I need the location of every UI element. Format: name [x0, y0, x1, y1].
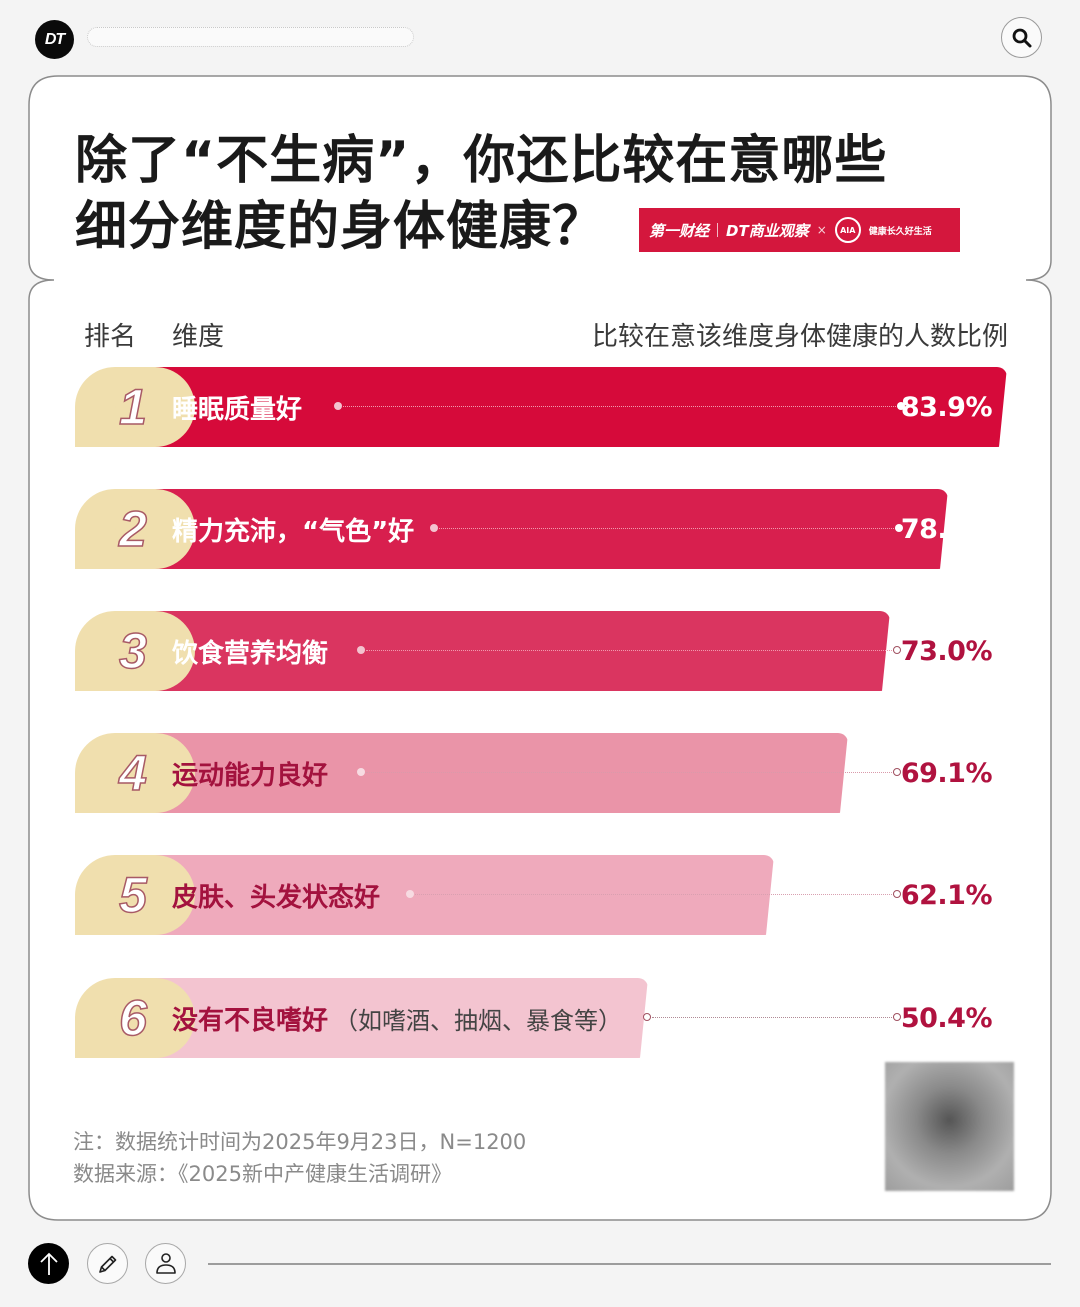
page-title: 除了“不生病”，你还比较在意哪些 细分维度的身体健康？ — [75, 128, 887, 260]
header-dimension: 维度 — [172, 322, 225, 352]
brand-yicai: 第一财经 — [649, 221, 710, 240]
leader-dot-start — [357, 646, 365, 654]
percent-value: 78.4% — [900, 489, 993, 569]
bar-fill — [115, 489, 948, 569]
bar-row-4: 4 运动能力良好 69.1% — [75, 733, 1005, 813]
percent-value: 73.0% — [900, 635, 993, 667]
brand-times: × — [816, 223, 827, 237]
rank-number: 6 — [118, 989, 147, 1047]
edit-button[interactable] — [87, 1243, 128, 1284]
rank-number: 3 — [118, 622, 147, 680]
leader-line — [652, 1017, 896, 1018]
percent-value: 69.1% — [900, 757, 993, 789]
bar-fill — [115, 733, 848, 813]
percent-value-text: 78.4% — [900, 513, 993, 545]
bar-fill — [115, 611, 890, 691]
rank-badge — [75, 367, 195, 447]
rank-badge — [75, 611, 195, 691]
dimension-label: 没有不良嗜好 （如嗜酒、抽烟、暴食等） — [172, 978, 622, 1058]
rank-number: 2 — [118, 500, 147, 558]
dimension-label: 睡眠质量好 — [172, 367, 302, 447]
scroll-top-button[interactable] — [28, 1243, 69, 1284]
rank-number: 4 — [118, 744, 147, 802]
search-button[interactable] — [1001, 17, 1042, 58]
search-bar-placeholder[interactable] — [87, 27, 414, 47]
bar-row-6: 6 没有不良嗜好 （如嗜酒、抽烟、暴食等） 50.4% — [75, 978, 1005, 1058]
dimension-text: 运动能力良好 — [172, 760, 329, 791]
brand-strip: 第一财经 DT商业观察 × AIA 健康长久好生活 — [639, 208, 960, 252]
bar-fill — [115, 855, 774, 935]
bar-fill — [115, 978, 648, 1058]
rank-badge — [75, 733, 195, 813]
leader-dot-start — [430, 524, 438, 532]
rank-number: 1 — [118, 378, 147, 436]
dimension-text: 没有不良嗜好 — [172, 1005, 329, 1036]
qr-code-blurred — [885, 1062, 1014, 1191]
rank-badge — [75, 855, 195, 935]
rank-number: 5 — [118, 866, 147, 924]
leader-dot-end — [893, 890, 901, 898]
dimension-subtext: （如嗜酒、抽烟、暴食等） — [334, 1006, 623, 1035]
bar-row-1: 1 睡眠质量好 83.9% — [75, 367, 1005, 447]
leader-line — [415, 894, 896, 895]
data-note: 注：数据统计时间为2025年9月23日，N=1200 — [73, 1130, 527, 1154]
header-rank: 排名 — [84, 322, 137, 352]
dimension-label: 皮肤、头发状态好 — [172, 855, 380, 935]
percent-value: 50.4% — [900, 1002, 993, 1034]
leader-dot-start — [643, 1013, 651, 1021]
profile-button[interactable] — [145, 1243, 186, 1284]
dt-logo[interactable]: DT — [35, 20, 74, 59]
leader-dot-start — [334, 402, 342, 410]
header-percent: 比较在意该维度身体健康的人数比例 — [591, 322, 1008, 352]
bar-row-3: 3 饮食营养均衡 73.0% — [75, 611, 1005, 691]
leader-line — [343, 406, 898, 407]
user-icon — [155, 1252, 176, 1274]
brand-dt: DT商业观察 — [726, 221, 809, 240]
dimension-label: 精力充沛，“气色”好 — [172, 489, 414, 569]
data-source: 数据来源：《2025新中产健康生活调研》 — [73, 1162, 452, 1186]
leader-line — [366, 772, 896, 773]
arrow-up-icon — [39, 1252, 58, 1275]
dimension-text: 睡眠质量好 — [172, 394, 303, 425]
rank-badge — [75, 978, 195, 1058]
footer-divider — [208, 1263, 1051, 1265]
bar-fill — [115, 367, 1007, 447]
leader-dot-end — [897, 402, 905, 410]
rank-badge — [75, 489, 195, 569]
dimension-text: 皮肤、头发状态好 — [172, 882, 381, 913]
bar-row-5: 5 皮肤、头发状态好 62.1% — [75, 855, 1005, 935]
leader-dot-end — [893, 646, 901, 654]
dimension-text: 饮食营养均衡 — [172, 638, 329, 669]
title-line-2: 细分维度的身体健康？ — [75, 197, 606, 257]
search-icon — [1012, 28, 1031, 47]
aia-logo-icon: AIA — [834, 217, 861, 243]
percent-value: 83.9% — [900, 391, 993, 423]
dimension-label: 运动能力良好 — [172, 733, 328, 813]
pencil-icon — [98, 1255, 116, 1273]
dimension-label: 饮食营养均衡 — [172, 611, 328, 691]
bar-row-2: 2 精力充沛，“气色”好 78.4% — [75, 489, 1005, 569]
leader-dot-end — [895, 524, 903, 532]
brand-aia-slogan: 健康长久好生活 — [868, 226, 932, 237]
leader-line — [366, 650, 896, 651]
brand-divider — [717, 223, 719, 237]
leader-line — [439, 528, 898, 529]
leader-dot-end — [893, 1013, 901, 1021]
title-line-1: 除了“不生病”，你还比较在意哪些 — [75, 131, 888, 191]
leader-dot-start — [406, 890, 414, 898]
percent-value: 62.1% — [900, 879, 993, 911]
leader-dot-end — [893, 768, 901, 776]
leader-dot-start — [357, 768, 365, 776]
dimension-text: 精力充沛，“气色”好 — [172, 516, 415, 547]
